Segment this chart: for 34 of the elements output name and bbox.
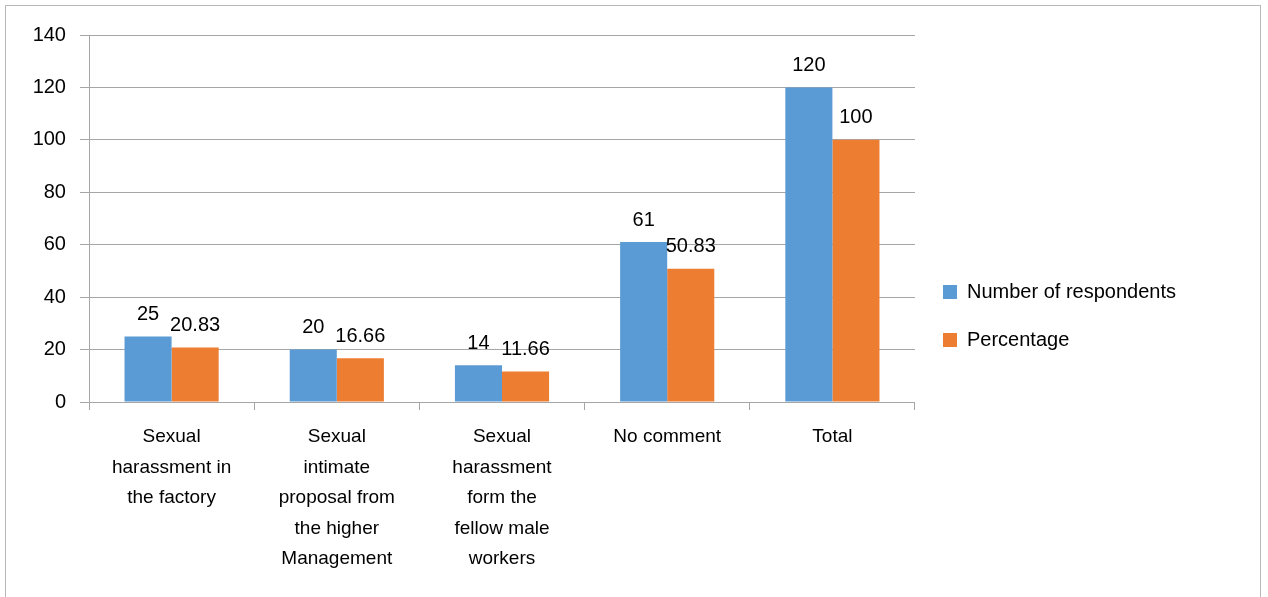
y-tick-label: 20 [43, 337, 66, 360]
x-tick-label: No comment [613, 425, 722, 447]
data-label: 20 [302, 315, 325, 338]
data-label: 25 [136, 301, 160, 324]
legend-label: Percentage [967, 327, 1070, 350]
bar [620, 242, 668, 402]
data-label: 100 [839, 105, 873, 128]
y-tick-label: 40 [43, 284, 66, 307]
bar [171, 347, 219, 402]
bar [502, 371, 550, 402]
bar [289, 349, 337, 402]
y-tick-label: 80 [43, 179, 66, 202]
y-tick-label: 140 [32, 22, 66, 45]
bar [832, 139, 880, 402]
data-label: 11.66 [501, 336, 550, 359]
y-tick-label: 0 [54, 389, 66, 412]
bar [785, 87, 833, 402]
bar [336, 358, 384, 402]
data-label: 120 [792, 52, 826, 75]
x-tick-label: Sexual harassment form the fellow male workers [452, 425, 553, 569]
x-tick-label: Sexual harassment in the factory [111, 425, 232, 508]
data-label: 16.66 [335, 323, 386, 346]
y-tick-label: 100 [32, 127, 66, 150]
y-tick-label: 60 [43, 232, 66, 255]
y-tick-label: 120 [32, 74, 66, 97]
bar [454, 365, 502, 402]
bar [124, 336, 172, 402]
legend-label: Number of respondents [967, 279, 1177, 302]
data-label: 14 [467, 330, 490, 353]
data-label: 20.83 [170, 312, 221, 335]
bar [667, 268, 715, 402]
data-label: 61 [632, 207, 655, 230]
x-tick-label: Sexual intimate proposal from the higher Management [278, 425, 395, 569]
x-tick-label: Total [812, 425, 853, 447]
